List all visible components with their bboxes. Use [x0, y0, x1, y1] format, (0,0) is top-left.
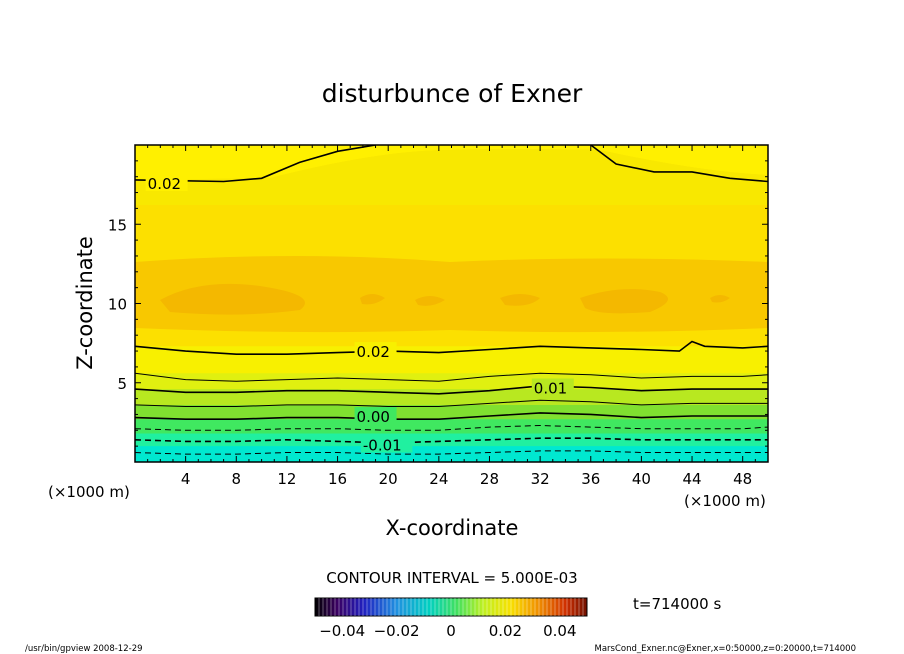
upper-yellow-band — [135, 145, 768, 180]
contour-label: 0.02 — [357, 343, 390, 361]
upper-yellow-band-light — [135, 149, 768, 205]
contour-label-bg — [354, 407, 397, 425]
x-tick-label: 20 — [379, 470, 398, 488]
contour-line — [135, 412, 768, 420]
time-label: t=714000 s — [633, 595, 721, 613]
y-tick-label: 10 — [108, 296, 127, 314]
contour-label: -0.01 — [363, 437, 402, 455]
filled-bands — [135, 346, 768, 462]
x-tick-label: 32 — [531, 470, 550, 488]
contour-line — [135, 340, 768, 355]
contour-line — [135, 145, 376, 183]
colorbar-tick-label: −0.04 — [319, 622, 365, 640]
x-tick-label: 44 — [682, 470, 701, 488]
fill-band — [135, 446, 768, 462]
contour-label: 0.01 — [534, 380, 567, 398]
colorbar — [314, 597, 588, 617]
contour-line — [590, 145, 768, 183]
x-unit-right: (×1000 m) — [684, 492, 766, 510]
contour-label: 0.02 — [148, 175, 181, 193]
contour-line — [135, 399, 768, 407]
colorbar-tick-labels: −0.04 −0.02 0 0.02 0.04 — [319, 622, 576, 640]
y-tick-label: 15 — [108, 216, 127, 234]
x-tick-label: 16 — [328, 470, 347, 488]
x-tick-label: 40 — [632, 470, 651, 488]
contour-label-bg — [354, 342, 397, 360]
x-tick-label: 8 — [232, 470, 242, 488]
y-tick-label: 5 — [117, 375, 127, 393]
middle-orange-core — [160, 283, 730, 315]
contour-line — [135, 372, 768, 382]
x-axis-ticks: 4 8 12 16 20 24 28 32 36 40 44 48 — [147, 145, 756, 488]
x-tick-label: 48 — [733, 470, 752, 488]
x-tick-label: 28 — [480, 470, 499, 488]
footer-left: /usr/bin/gpview 2008-12-29 — [25, 644, 143, 654]
colorbar-stripes — [318, 598, 584, 616]
footer-right: MarsCond_Exner.nc@Exner,x=0:50000,z=0:20… — [594, 644, 856, 654]
colorbar-tick-label: 0.02 — [489, 622, 522, 640]
x-tick-label: 24 — [429, 470, 448, 488]
colorbar-tick-label: 0 — [446, 622, 456, 640]
plot-area — [135, 145, 768, 462]
contour-lines — [135, 145, 768, 455]
colorbar-tick-label: −0.02 — [374, 622, 420, 640]
x-tick-label: 36 — [581, 470, 600, 488]
contour-label-bg — [360, 435, 413, 453]
x-tick-label: 12 — [277, 470, 296, 488]
y-axis-ticks: 5 10 15 — [108, 160, 768, 447]
contour-line — [135, 385, 768, 395]
chart-title: disturbunce of Exner — [322, 79, 583, 108]
contour-interval-text: CONTOUR INTERVAL = 5.000E-03 — [326, 569, 577, 587]
y-axis-label: Z-coordinate — [73, 236, 97, 370]
contour-labels: 0.02 0.02 0.01 0.00 -0.01 — [145, 174, 574, 455]
middle-orange-band — [135, 256, 768, 333]
x-axis-label: X-coordinate — [386, 516, 519, 540]
contour-label-bg — [531, 378, 574, 396]
contour-label-bg — [145, 174, 188, 192]
x-unit-left: (×1000 m) — [48, 483, 130, 501]
contour-label: 0.00 — [357, 408, 390, 426]
colorbar-tick-label: 0.04 — [543, 622, 576, 640]
x-tick-label: 4 — [181, 470, 191, 488]
